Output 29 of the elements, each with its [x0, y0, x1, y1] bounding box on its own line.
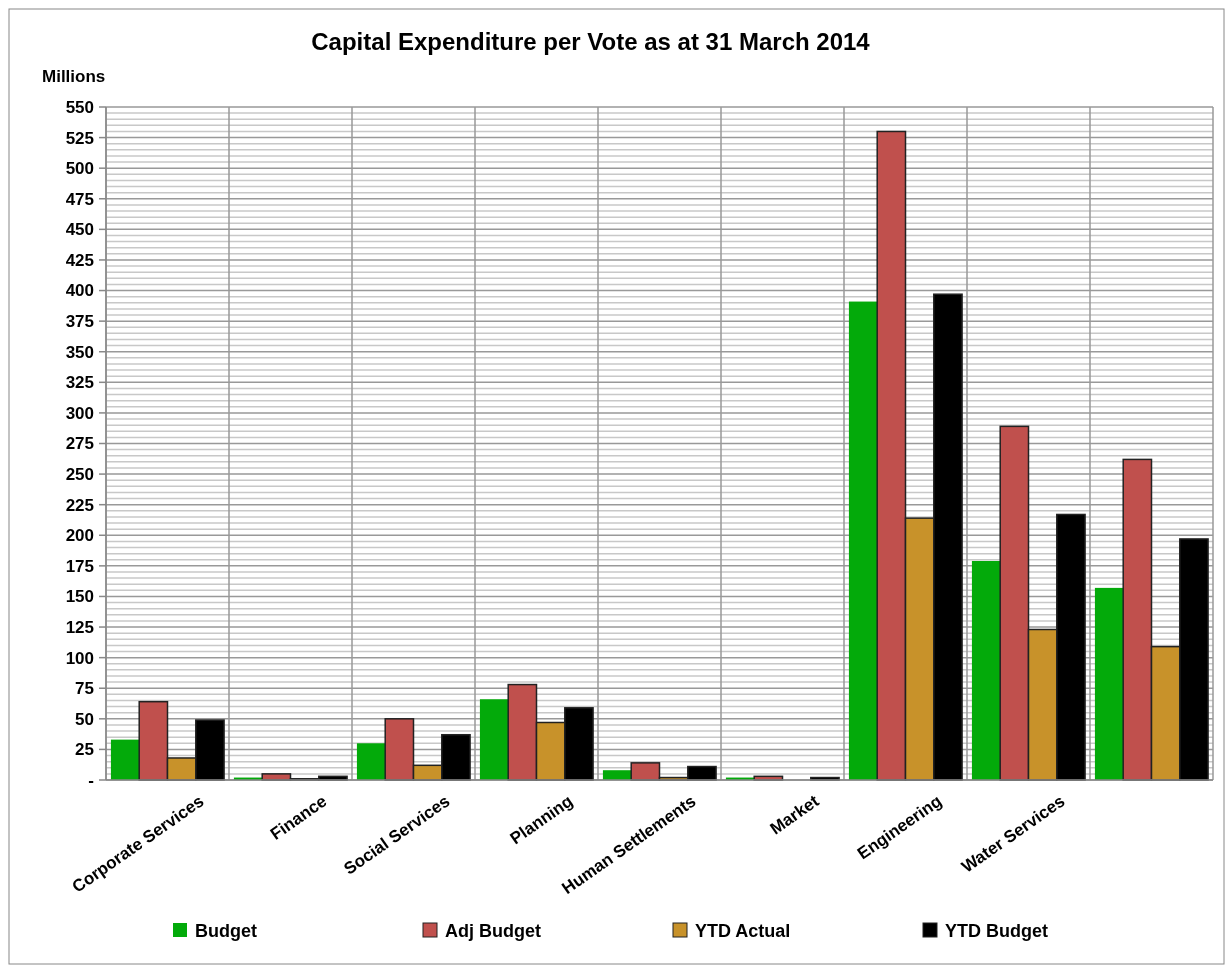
y-tick-label: 350 — [65, 342, 94, 362]
chart-title: Capital Expenditure per Vote as at 31 March 2014 — [311, 28, 871, 55]
y-axis-title: Millions — [42, 67, 106, 86]
y-tick-label: 400 — [65, 281, 94, 301]
legend-label: Budget — [195, 921, 257, 942]
y-tick-label: 300 — [65, 403, 94, 423]
y-tick-label: 175 — [65, 556, 94, 576]
y-tick-label: 125 — [65, 618, 94, 637]
y-tick-label: 500 — [65, 159, 94, 179]
y-tick-label: 250 — [65, 465, 94, 485]
y-tick-label: 550 — [65, 97, 94, 117]
y-tick-label: 200 — [65, 526, 94, 546]
y-tick-label: 275 — [65, 434, 94, 454]
legend-label: YTD Actual — [695, 921, 791, 942]
y-tick-label: 50 — [75, 709, 94, 729]
y-tick-label: 150 — [65, 587, 94, 607]
y-tick-label: - — [88, 770, 94, 790]
y-tick-label: 225 — [65, 495, 94, 515]
legend-label: YTD Budget — [945, 921, 1048, 942]
y-tick-label: 450 — [65, 220, 94, 240]
y-tick-label: 25 — [75, 740, 94, 760]
y-tick-label: 425 — [65, 250, 94, 270]
y-tick-label: 325 — [65, 373, 94, 393]
y-tick-label: 100 — [65, 648, 94, 668]
y-tick-label: 375 — [65, 312, 94, 332]
y-tick-label: 525 — [65, 128, 94, 148]
y-tick-label: 75 — [75, 679, 94, 699]
legend-label: Adj Budget — [445, 921, 541, 942]
y-tick-label: 475 — [65, 189, 94, 209]
